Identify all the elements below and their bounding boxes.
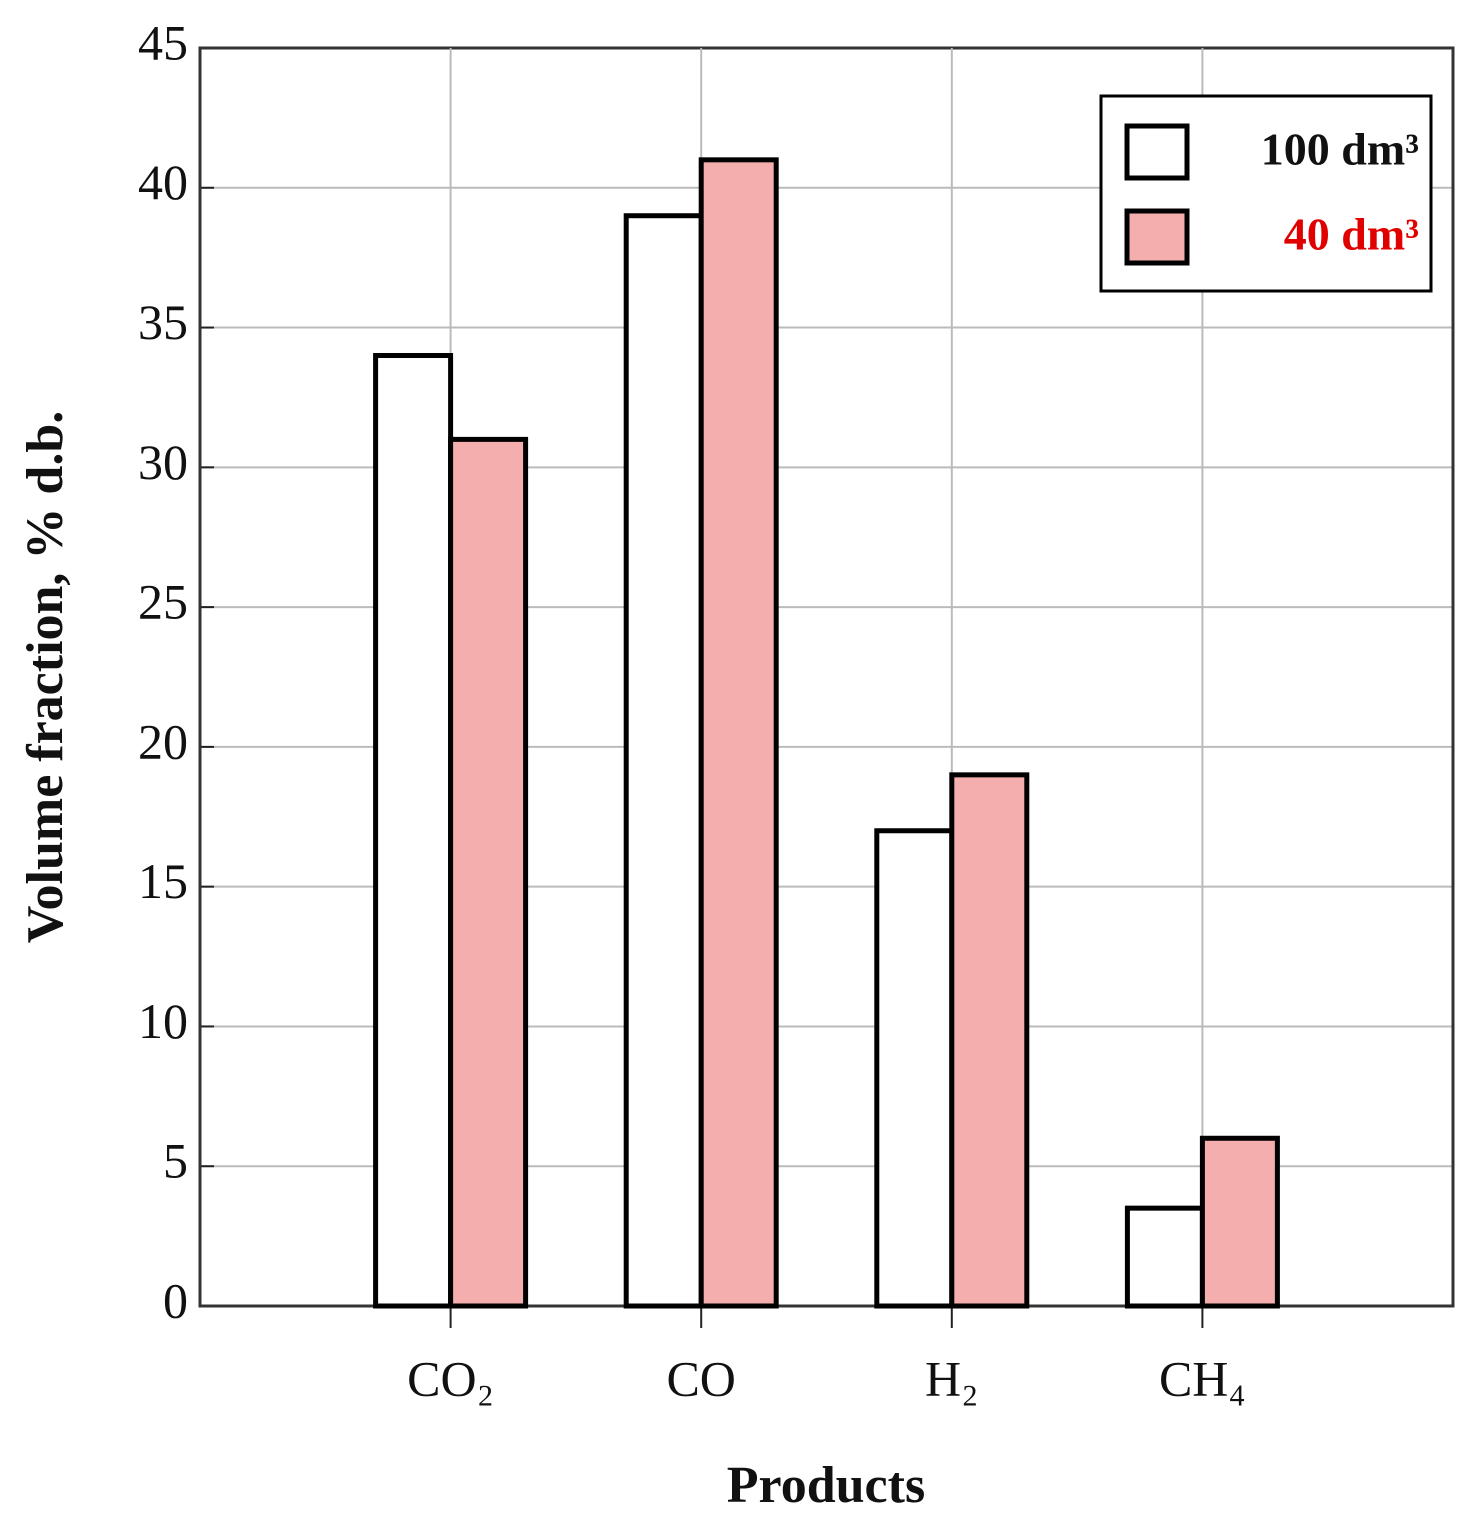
bar <box>874 828 955 1309</box>
y-tick-label: 45 <box>138 14 188 70</box>
x-tick-label: CH₄ <box>1159 1350 1246 1406</box>
y-axis-title: Volume fraction, % d.b. <box>17 411 74 944</box>
y-tick-label: 25 <box>138 574 188 630</box>
legend-swatch <box>1124 123 1190 181</box>
bar <box>698 157 779 1309</box>
x-tick-label: CO <box>666 1350 735 1406</box>
bar <box>1199 1135 1280 1309</box>
y-tick-label: 35 <box>138 294 188 350</box>
y-tick-label: 30 <box>138 434 188 490</box>
x-tick-label: CO₂ <box>407 1350 494 1406</box>
bar <box>373 353 454 1309</box>
bar <box>949 772 1030 1309</box>
y-tick-label: 40 <box>138 154 188 210</box>
legend-label: 40 dm³ <box>1284 209 1419 260</box>
bar <box>1124 1205 1205 1309</box>
legend-label: 100 dm³ <box>1261 124 1419 175</box>
x-tick-label: H₂ <box>925 1350 979 1406</box>
legend-swatch <box>1124 208 1190 266</box>
plot-frame <box>198 46 1455 1308</box>
bar <box>623 213 704 1309</box>
y-tick-label: 10 <box>138 993 188 1049</box>
bar <box>448 436 529 1309</box>
y-tick-label: 5 <box>163 1133 188 1189</box>
y-tick-label: 0 <box>163 1272 188 1328</box>
y-tick-label: 15 <box>138 853 188 909</box>
x-axis-title: Products <box>727 1457 925 1514</box>
y-tick-label: 20 <box>138 713 188 769</box>
